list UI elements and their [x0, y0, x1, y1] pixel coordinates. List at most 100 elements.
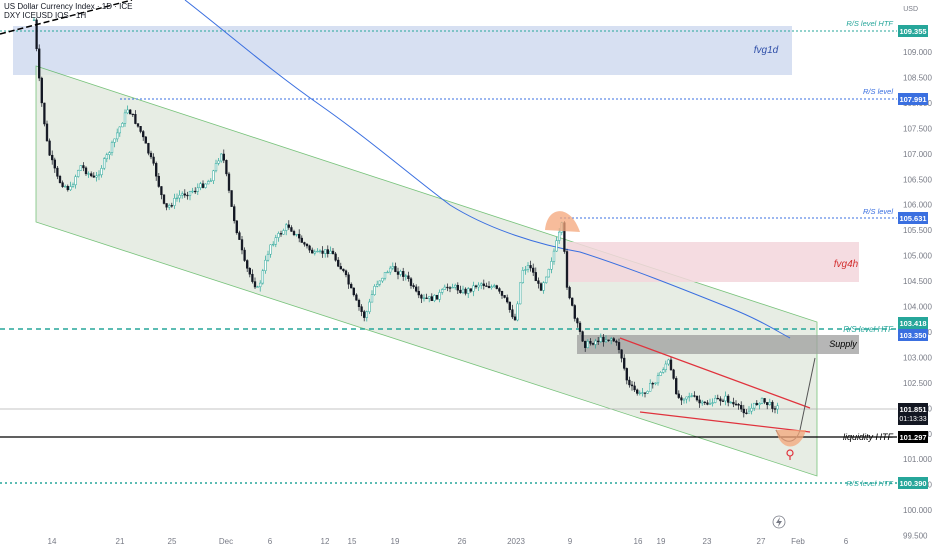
- y-tick-label: 100.000: [903, 506, 932, 515]
- candle-body: [308, 245, 311, 251]
- candle-body: [282, 230, 285, 235]
- candle-body: [474, 285, 478, 288]
- candle-body: [162, 194, 166, 204]
- candle-body: [269, 244, 272, 255]
- candle-body: [74, 176, 77, 186]
- candle-body: [139, 126, 142, 132]
- candle-body: [477, 284, 480, 288]
- candle-body: [620, 349, 623, 359]
- candle-body: [672, 369, 675, 379]
- y-tick-label: 106.000: [903, 201, 932, 210]
- y-tick-label: 106.500: [903, 175, 932, 184]
- candle-body: [90, 173, 93, 177]
- candle-body: [623, 357, 626, 369]
- candle-body: [407, 275, 410, 279]
- candle-body: [768, 401, 771, 406]
- candle-body: [753, 402, 756, 409]
- candle-body: [516, 303, 519, 321]
- candle-body: [149, 152, 153, 158]
- svg-text:101.851: 101.851: [899, 405, 926, 414]
- candle-body: [194, 190, 197, 193]
- candle-body: [378, 280, 381, 285]
- candle-body: [155, 163, 158, 177]
- svg-text:103.350: 103.350: [899, 331, 926, 340]
- level-label-2: R/S level: [863, 87, 893, 96]
- candle-body: [716, 397, 719, 400]
- candle-body: [586, 341, 589, 348]
- candle-body: [225, 160, 228, 175]
- candle-body: [669, 359, 673, 371]
- candle-body: [521, 270, 524, 283]
- svg-text:107.991: 107.991: [899, 95, 926, 104]
- fvg4h-label: fvg4h: [834, 259, 859, 270]
- candle-body: [95, 175, 98, 178]
- candle-body: [303, 242, 306, 245]
- candle-body: [636, 389, 639, 394]
- fvg1d-zone: [13, 26, 792, 75]
- candle-body: [355, 294, 358, 301]
- x-tick-label: 25: [168, 537, 177, 546]
- supply-zone: [577, 335, 859, 354]
- candle-body: [555, 240, 558, 252]
- candle-body: [732, 401, 735, 405]
- candle-body: [186, 194, 189, 197]
- candle-body: [438, 292, 441, 300]
- candle-body: [404, 275, 407, 277]
- candle-body: [513, 316, 517, 321]
- y-tick-label: 101.000: [903, 455, 932, 464]
- candle-body: [578, 322, 582, 332]
- candle-body: [558, 231, 561, 241]
- candle-body: [446, 286, 449, 289]
- candle-body: [545, 276, 548, 283]
- candle-body: [469, 288, 472, 292]
- candle-body: [500, 291, 504, 296]
- candle-body: [227, 173, 231, 191]
- candle-body: [212, 170, 215, 181]
- svg-text:103.418: 103.418: [899, 319, 926, 328]
- lightning-icon[interactable]: [772, 515, 786, 529]
- candle-body: [298, 233, 301, 239]
- candle-body: [105, 154, 108, 160]
- candle-body: [766, 402, 769, 406]
- candle-body: [339, 266, 342, 270]
- candle-body: [534, 272, 537, 282]
- candle-body: [386, 271, 389, 274]
- candle-body: [123, 112, 127, 124]
- price-tag-103418: 103.418: [898, 317, 928, 329]
- candle-body: [667, 359, 670, 365]
- candle-body: [568, 287, 571, 299]
- price-tag-105: 105.631: [898, 212, 928, 224]
- time-axis[interactable]: 14 21 25 Dec 6 12 15 19 26 2023 9 16 19 23 27 Feb 6: [48, 537, 849, 546]
- candle-body: [261, 270, 264, 284]
- candle-body: [316, 250, 319, 253]
- candle-body: [264, 259, 267, 271]
- candle-body: [360, 306, 363, 312]
- candle-body: [134, 114, 137, 124]
- candle-body: [285, 224, 288, 231]
- candle-body: [235, 220, 238, 234]
- candle-body: [417, 290, 420, 296]
- x-tick-label: 19: [391, 537, 400, 546]
- candle-body: [565, 251, 569, 288]
- candle-body: [391, 266, 394, 269]
- candle-body: [649, 383, 652, 392]
- candle-body: [51, 154, 54, 161]
- liquidity-sweep-marker: [776, 430, 806, 447]
- candle-body: [760, 398, 764, 404]
- candle-body: [305, 243, 309, 247]
- candle-body: [519, 282, 522, 305]
- x-tick-label: 15: [348, 537, 357, 546]
- candle-body: [698, 399, 701, 404]
- candle-body: [32, 19, 36, 21]
- candle-body: [253, 281, 257, 288]
- candle-body: [654, 382, 657, 385]
- candle-body: [610, 338, 613, 341]
- candle-body: [625, 368, 628, 381]
- candle-body: [396, 271, 400, 275]
- candle-body: [591, 343, 595, 345]
- candle-body: [370, 294, 374, 303]
- candle-body: [373, 286, 376, 295]
- x-tick-label: 6: [268, 537, 273, 546]
- candle-body: [214, 163, 218, 172]
